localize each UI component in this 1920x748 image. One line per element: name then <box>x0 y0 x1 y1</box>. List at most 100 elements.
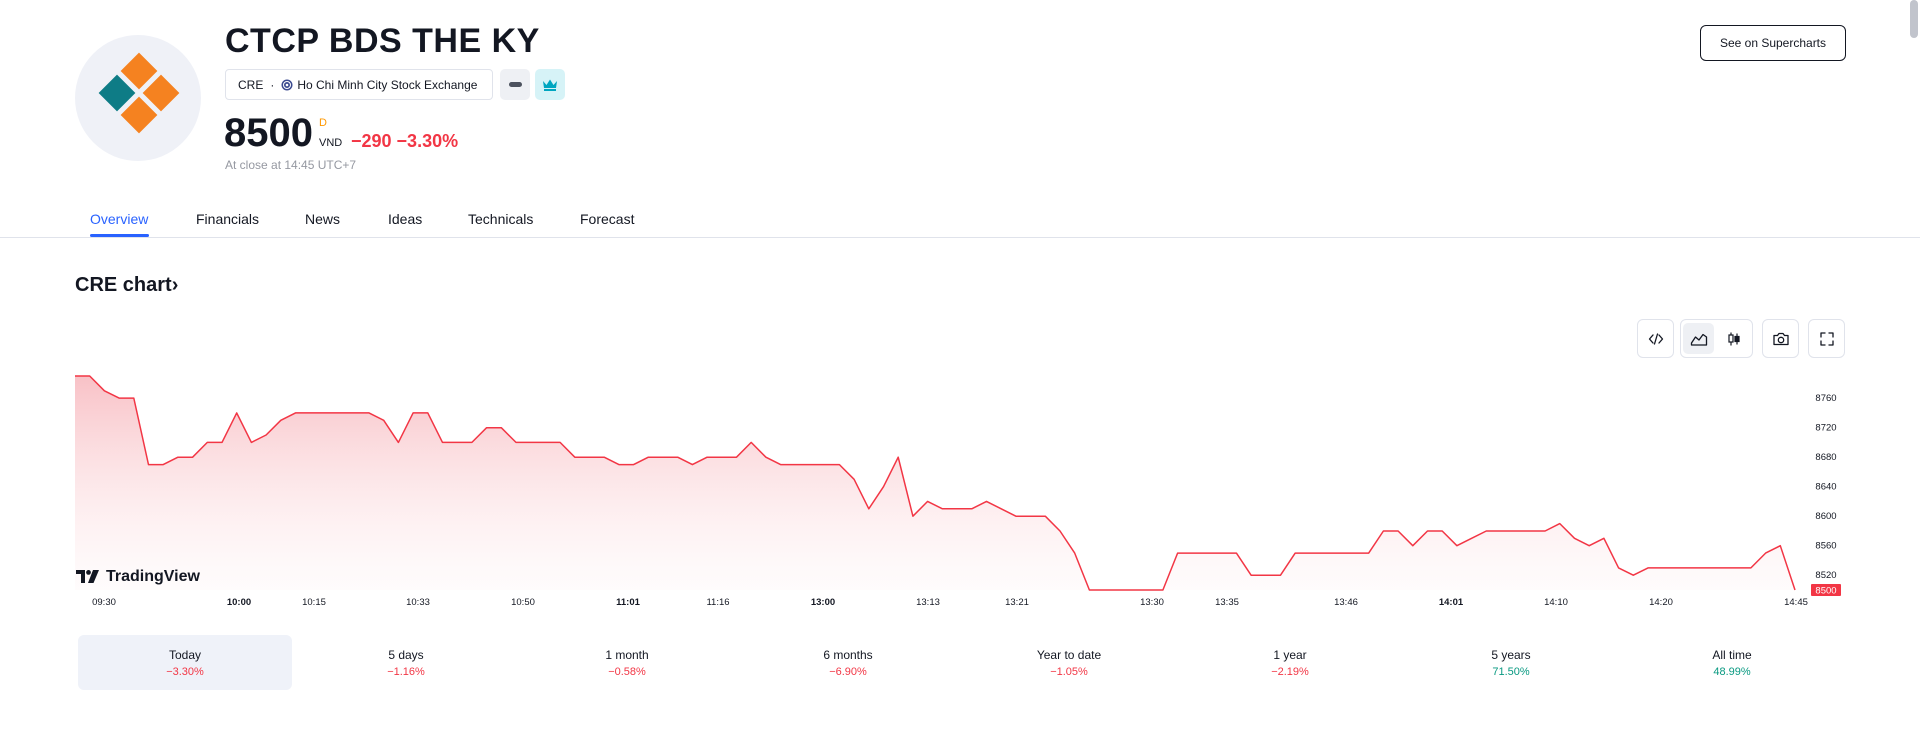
price-point <box>926 500 928 502</box>
tab-overview[interactable]: Overview <box>90 211 149 227</box>
period-label: 6 months <box>823 648 873 662</box>
period-6-months[interactable]: 6 months −6.90% <box>741 635 955 690</box>
price-point <box>456 441 458 443</box>
snapshot-button[interactable] <box>1765 323 1796 354</box>
price-point <box>162 463 164 465</box>
price-point <box>1088 589 1090 591</box>
price-point <box>191 456 193 458</box>
x-axis-tick-label: 13:30 <box>1140 597 1164 608</box>
price-point <box>941 508 943 510</box>
tab-news[interactable]: News <box>305 211 341 227</box>
period-all-time[interactable]: All time 48.99% <box>1625 635 1839 690</box>
price-point <box>280 419 282 421</box>
price-chart[interactable]: 09:30 10:00 10:15 10:33 10:50 11:01 11:16 13:00… <box>0 360 1920 610</box>
candles-chart-button[interactable] <box>1718 323 1749 354</box>
period-5-days[interactable]: 5 days −1.16% <box>299 635 513 690</box>
fullscreen-icon <box>1819 331 1834 346</box>
x-axis-tick-label: 11:16 <box>706 597 729 608</box>
period-label: 5 years <box>1491 648 1531 662</box>
x-axis-tick-label: 10:15 <box>302 597 326 608</box>
embed-tool-group <box>1637 319 1674 358</box>
price-point <box>441 441 443 443</box>
price-point <box>794 463 796 465</box>
area-chart-button[interactable] <box>1683 323 1714 354</box>
x-axis-tick-label: 13:21 <box>1005 597 1029 608</box>
tabs-divider <box>0 237 1920 238</box>
price-point <box>1206 552 1208 554</box>
x-axis-tick-label: 14:10 <box>1544 597 1568 608</box>
price-point <box>353 412 355 414</box>
chart-section-title[interactable]: CRE chart› <box>75 274 178 297</box>
exchange-pill[interactable]: CRE · Ho Chi Minh City Stock Exchange <box>225 69 493 100</box>
price-currency: VND <box>319 137 343 149</box>
price-point <box>1500 530 1502 532</box>
page-scrollbar[interactable] <box>1906 0 1920 748</box>
chart-style-group <box>1680 319 1753 358</box>
period-today[interactable]: Today −3.30% <box>78 635 292 690</box>
period-1-month[interactable]: 1 month −0.58% <box>520 635 734 690</box>
scrollbar-thumb[interactable] <box>1910 0 1918 38</box>
price-point <box>574 456 576 458</box>
price-point <box>647 456 649 458</box>
fullscreen-button[interactable] <box>1811 323 1842 354</box>
price-point <box>1235 552 1237 554</box>
area-chart-icon <box>1690 333 1707 346</box>
price-point <box>956 508 958 510</box>
price-point <box>1103 589 1105 591</box>
price-point <box>309 412 311 414</box>
price-point <box>750 441 752 443</box>
tradingview-logo[interactable]: TradingView <box>76 568 200 586</box>
y-axis-tick-label: 8680 <box>1815 452 1836 463</box>
price-point <box>383 419 385 421</box>
period-change: −1.16% <box>387 666 425 678</box>
period-year-to-date[interactable]: Year to date −1.05% <box>962 635 1176 690</box>
embed-code-button[interactable] <box>1640 323 1671 354</box>
remove-watchlist-button[interactable] <box>500 69 530 100</box>
x-axis-tick-label: 14:01 <box>1439 597 1464 608</box>
embed-code-icon <box>1648 332 1663 345</box>
x-axis-tick-label: 10:00 <box>227 597 251 608</box>
price-point <box>89 375 91 377</box>
tab-forecast[interactable]: Forecast <box>580 211 635 227</box>
period-1-year[interactable]: 1 year −2.19% <box>1183 635 1397 690</box>
period-change: −0.58% <box>608 666 646 678</box>
price-point <box>779 463 781 465</box>
price-point <box>294 412 296 414</box>
tab-financials[interactable]: Financials <box>196 211 260 227</box>
tab-ideas[interactable]: Ideas <box>388 211 423 227</box>
price-point <box>368 412 370 414</box>
price-area-fill <box>75 376 1795 590</box>
y-axis-tick-label: 8560 <box>1815 541 1836 552</box>
price-point <box>412 412 414 414</box>
price-delay-flag: D <box>319 117 327 129</box>
price-point <box>1000 508 1002 510</box>
period-performance-bar: Today −3.30% 5 days −1.16% 1 month −0.58… <box>78 635 1846 690</box>
price-point <box>1353 552 1355 554</box>
price-point <box>324 412 326 414</box>
see-on-supercharts-button[interactable]: See on Supercharts <box>1700 25 1846 61</box>
exchange-name: Ho Chi Minh City Stock Exchange <box>297 77 478 92</box>
price-point <box>985 500 987 502</box>
price-point <box>133 397 135 399</box>
period-change: −3.30% <box>166 666 204 678</box>
last-price-marker <box>1811 584 1841 596</box>
price-point <box>868 508 870 510</box>
price-point <box>530 441 532 443</box>
price-point <box>1588 545 1590 547</box>
x-axis-tick-label: 14:45 <box>1784 597 1808 608</box>
tab-technicals[interactable]: Technicals <box>468 211 534 227</box>
premium-button[interactable] <box>535 69 565 100</box>
price-point <box>1029 515 1031 517</box>
price-point <box>735 456 737 458</box>
price-point <box>912 515 914 517</box>
price-point <box>1265 574 1267 576</box>
price-point <box>103 390 105 392</box>
price-point <box>971 508 973 510</box>
y-axis-tick-label: 8520 <box>1815 570 1836 581</box>
price-point <box>1764 552 1766 554</box>
price-point <box>1044 515 1046 517</box>
price-point <box>721 456 723 458</box>
price-point <box>691 463 693 465</box>
period-5-years[interactable]: 5 years 71.50% <box>1404 635 1618 690</box>
price-point <box>897 456 899 458</box>
